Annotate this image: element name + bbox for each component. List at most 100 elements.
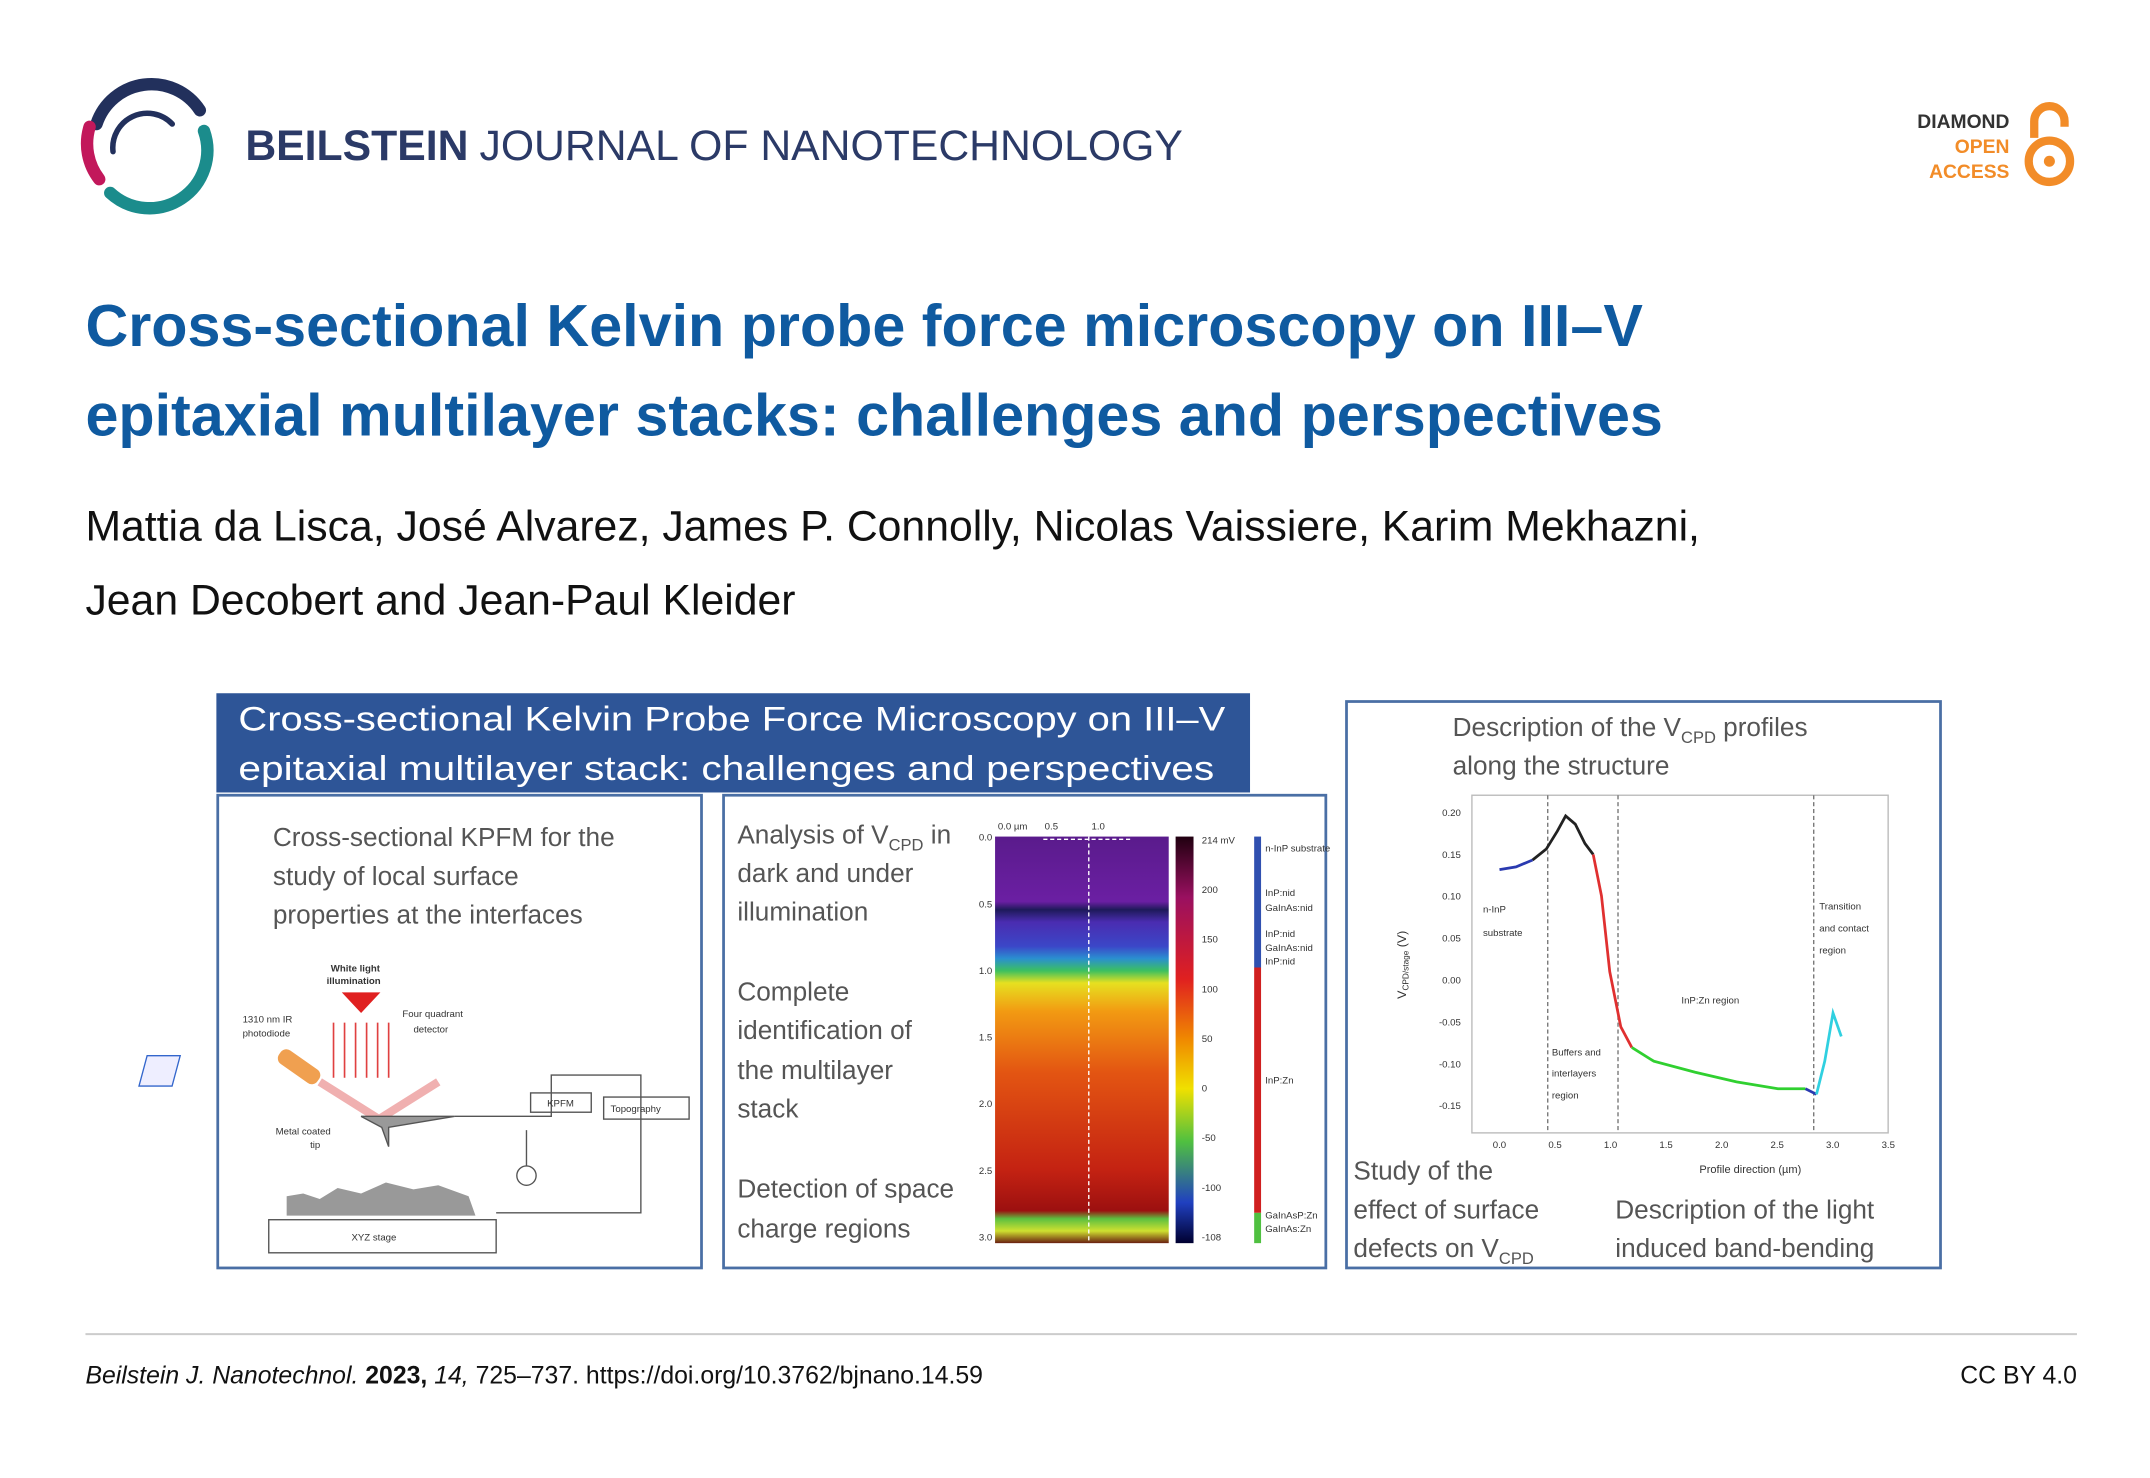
profile-plot-area: [1471, 794, 1889, 1134]
colorbar-tick: -100: [1202, 1183, 1221, 1194]
profile-y-tick: 0.15: [1442, 850, 1461, 861]
region-dividers: [1547, 795, 1815, 1133]
text-part: V: [1395, 990, 1409, 999]
citation-year: 2023,: [365, 1363, 427, 1390]
colorbar: [1175, 836, 1194, 1244]
decoration: [1499, 858, 1534, 872]
article-title: Cross-sectional Kelvin probe force micro…: [85, 292, 1643, 359]
profile-x-tick: 2.5: [1771, 1140, 1784, 1151]
ga-heading-box: [216, 693, 1251, 793]
layer-strip: [1254, 836, 1262, 968]
panel-text: Detection of space: [737, 1174, 954, 1204]
license: CC BY 4.0: [1960, 1363, 2077, 1390]
profile-x-tick: 3.5: [1882, 1140, 1895, 1151]
text-part: Analysis of V: [737, 819, 889, 849]
diagram-label: detector: [413, 1024, 449, 1035]
heatmap-y-tick: 0.0: [979, 833, 992, 844]
text-part: defects on V: [1353, 1233, 1499, 1263]
profile-y-tick: -0.15: [1439, 1101, 1461, 1112]
diagram-label: 1310 nm IR: [243, 1015, 293, 1026]
region-label: substrate: [1483, 928, 1523, 939]
subscript: CPD: [1681, 728, 1716, 747]
ga-heading: epitaxial multilayer stack: challenges a…: [238, 750, 1214, 788]
region-label: Transition: [1819, 902, 1861, 913]
heatmap-y-tick: 1.5: [979, 1033, 992, 1044]
layer-label: InP:nid: [1265, 957, 1295, 968]
heatmap-x-tick: 1.0: [1092, 822, 1105, 833]
decoration: [2043, 155, 2055, 167]
badge-line: ACCESS: [1929, 162, 2009, 183]
layer-label: GaInAs:Zn: [1265, 1224, 1311, 1235]
diagram-label: Four quadrant: [402, 1009, 463, 1020]
journal-name: BEILSTEIN JOURNAL OF NANOTECHNOLOGY: [245, 122, 1182, 170]
panel-text: stack: [737, 1094, 799, 1124]
layer-label: InP:Zn: [1265, 1075, 1293, 1086]
subscript: CPD: [1499, 1249, 1534, 1268]
decoration: [104, 124, 214, 215]
decoration: 0.0 µm 0.5 1.0 0.0 0.5 1.0 1.5 2.0 2.5 3.0 214 mV 2…: [979, 808, 1895, 1243]
decoration: [454, 1074, 642, 1214]
panel-text: Study of the: [1353, 1156, 1493, 1186]
axis-label: VCPD/stage (V): [1395, 931, 1411, 999]
decoration: [268, 1219, 497, 1254]
decoration: [80, 120, 106, 186]
text-part: (V): [1395, 931, 1409, 951]
journal-logo: [80, 78, 214, 215]
heatmap-y-tick: 3.0: [979, 1232, 992, 1243]
authors: Mattia da Lisca, José Alvarez, James P. …: [85, 502, 1699, 550]
decoration: [1591, 854, 1634, 1049]
diagram-label: Topography: [611, 1104, 661, 1115]
colorbar-tick: 214 mV: [1202, 835, 1236, 846]
layer-strip: [1254, 1212, 1262, 1244]
colorbar-tick: 100: [1202, 984, 1218, 995]
diagram-label: illumination: [327, 976, 381, 987]
region-label: n-InP: [1483, 904, 1506, 915]
decoration: [2030, 102, 2069, 138]
heatmap-x-tick: 0.5: [1045, 822, 1058, 833]
journal-name-bold: BEILSTEIN: [245, 122, 468, 170]
axis-label: Profile direction (µm): [1699, 1164, 1801, 1176]
panel-text: the multilayer: [737, 1055, 893, 1085]
profile-x-tick: 1.5: [1659, 1140, 1672, 1151]
citation-journal: Beilstein J. Nanotechnol.: [85, 1363, 358, 1390]
decoration: n-InP substrate Buffers and interlayers …: [1483, 902, 1869, 1102]
region-label: interlayers: [1552, 1068, 1597, 1079]
profile-y-tick: -0.05: [1439, 1017, 1461, 1028]
authors: Jean Decobert and Jean-Paul Kleider: [85, 577, 795, 625]
decoration: Analysis of VCPD in dark and under illumi…: [737, 819, 954, 1243]
panel-text: charge regions: [737, 1214, 910, 1244]
decoration: Cross-sectional KPFM for the study of lo…: [273, 822, 615, 929]
region-label: Buffers and: [1552, 1048, 1601, 1059]
panel-text: Cross-sectional KPFM for the: [273, 822, 615, 852]
profile-x-tick: 3.0: [1826, 1140, 1839, 1151]
decoration: [1804, 1087, 1818, 1096]
decoration: [1631, 1046, 1806, 1091]
panel-text: induced band-bending: [1615, 1233, 1874, 1263]
decoration: [454, 1074, 690, 1214]
decoration: [286, 1182, 476, 1216]
citation-volume: 14,: [434, 1363, 468, 1390]
panel-text: dark and under: [737, 858, 913, 888]
decoration: [2024, 136, 2075, 187]
decoration: [602, 1096, 690, 1120]
colorbar-tick: 50: [1202, 1034, 1213, 1045]
colorbar-tick: 0: [1202, 1084, 1207, 1095]
journal-name-rest: JOURNAL OF NANOTECHNOLOGY: [479, 122, 1182, 170]
decoration: [529, 1092, 592, 1113]
profile-y-tick: 0.05: [1442, 934, 1461, 945]
diagram-label: photodiode: [243, 1028, 291, 1039]
subscript: CPD/stage: [1402, 950, 1411, 990]
profile-y-tick: 0.20: [1442, 808, 1461, 819]
decoration: [90, 78, 207, 131]
article-title: epitaxial multilayer stacks: challenges …: [85, 382, 1662, 449]
open-access-badge: DIAMOND OPEN ACCESS: [1917, 112, 2009, 183]
layer-strip: [1254, 967, 1262, 1213]
decoration: White light illumination: [327, 964, 381, 987]
heatmap-guides: [1043, 836, 1133, 1244]
profile-x-tick: 0.0: [1493, 1140, 1506, 1151]
text-part: profiles: [1716, 712, 1808, 742]
colorbar-tick: -108: [1202, 1232, 1221, 1243]
region-label: region: [1552, 1090, 1579, 1101]
